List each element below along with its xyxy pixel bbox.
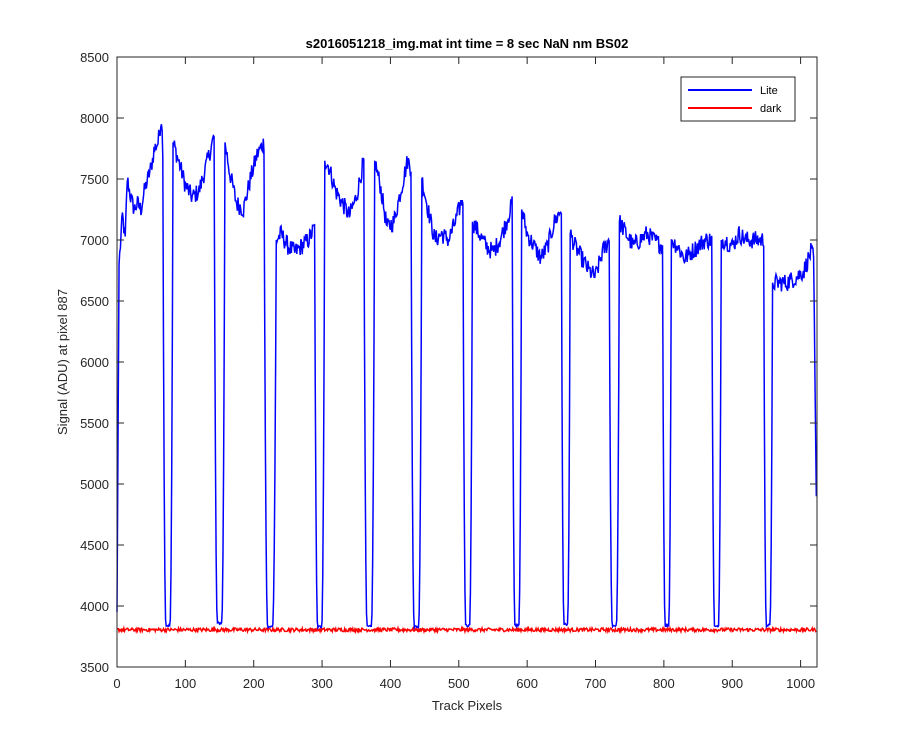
x-tick-label: 600	[516, 676, 538, 691]
series-layer	[116, 124, 818, 635]
x-tick-label: 400	[380, 676, 402, 691]
series-line-dark	[116, 625, 817, 635]
y-tick-label: 4500	[80, 538, 109, 553]
x-tick-label: 100	[175, 676, 197, 691]
x-tick-label: 900	[721, 676, 743, 691]
y-tick-label: 5000	[80, 477, 109, 492]
y-tick-label: 8000	[80, 111, 109, 126]
x-axis-ticks: 0 100 200 300 400 500 600 700 800 900 1000	[113, 57, 815, 691]
x-tick-label: 500	[448, 676, 470, 691]
x-tick-label: 1000	[786, 676, 815, 691]
y-tick-label: 6500	[80, 294, 109, 309]
y-axis-ticks: 3500 4000 4500 5000 5500 6000 6500 7000 7500 8000…	[80, 50, 817, 675]
x-axis-label: Track Pixels	[432, 698, 503, 713]
y-tick-label: 8500	[80, 50, 109, 65]
y-tick-label: 6000	[80, 355, 109, 370]
series-line-lite	[116, 124, 818, 631]
plot-area	[117, 57, 817, 667]
x-tick-label: 700	[585, 676, 607, 691]
legend: Lite dark	[680, 76, 796, 122]
legend-box	[680, 76, 796, 122]
y-tick-label: 5500	[80, 416, 109, 431]
chart-title: s2016051218_img.mat int time = 8 sec NaN…	[306, 36, 629, 51]
y-axis-label: Signal (ADU) at pixel 887	[55, 289, 70, 435]
x-tick-label: 0	[113, 676, 120, 691]
x-tick-label: 800	[653, 676, 675, 691]
x-tick-label: 200	[243, 676, 265, 691]
x-tick-label: 300	[311, 676, 333, 691]
y-tick-label: 4000	[80, 599, 109, 614]
legend-label-lite: Lite	[760, 85, 778, 97]
y-tick-label: 7000	[80, 233, 109, 248]
legend-label-dark: dark	[760, 103, 782, 115]
y-tick-label: 3500	[80, 660, 109, 675]
y-tick-label: 7500	[80, 172, 109, 187]
